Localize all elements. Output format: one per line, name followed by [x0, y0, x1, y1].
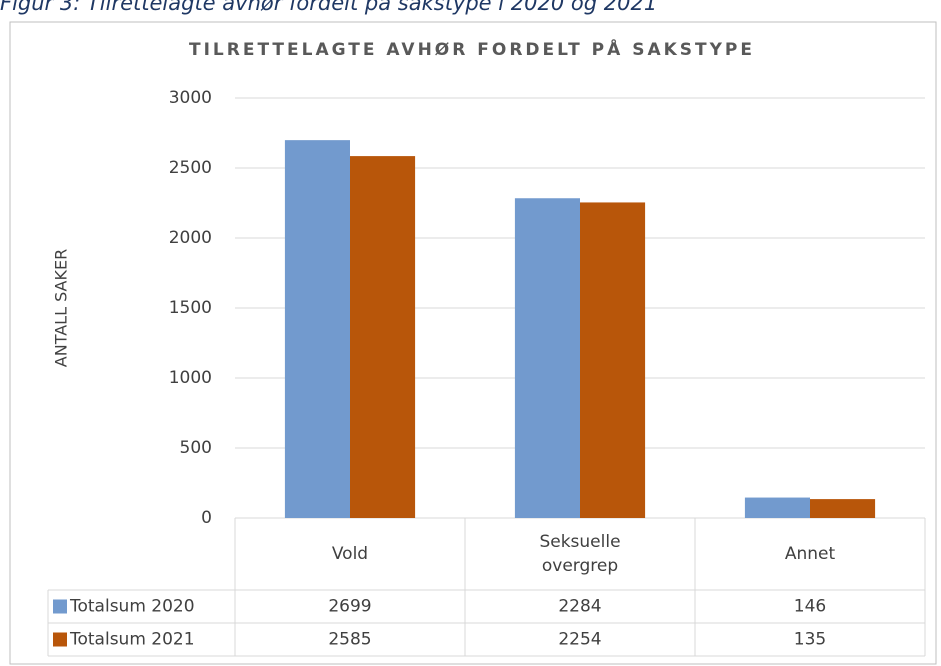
legend-label: Totalsum 2020 — [69, 597, 195, 617]
table-value: 2254 — [558, 630, 601, 650]
x-tick-label: Seksuelle overgrep — [539, 532, 620, 576]
y-tick-label: 3000 — [169, 88, 212, 108]
y-tick-label: 0 — [201, 508, 212, 528]
y-axis-label: ANTALL SAKER — [52, 249, 71, 367]
table-value: 2699 — [328, 597, 371, 617]
bar — [284, 140, 350, 518]
table-value: 135 — [794, 630, 826, 650]
chart-border — [9, 21, 937, 665]
y-tick-label: 1500 — [169, 298, 212, 318]
bar — [580, 202, 646, 518]
bar — [350, 156, 416, 518]
table-value: 2284 — [558, 597, 601, 617]
bar — [744, 497, 810, 518]
x-tick-label: Vold — [332, 544, 368, 564]
table-value: 146 — [794, 597, 826, 617]
y-tick-label: 1000 — [169, 368, 212, 388]
bar — [810, 499, 876, 518]
figure-caption: Figur 3: Tilrettelagte avhør fordelt på … — [0, 0, 657, 15]
legend-swatch — [53, 632, 67, 647]
y-tick-label: 2500 — [169, 158, 212, 178]
legend-swatch — [53, 599, 67, 614]
table-value: 2585 — [328, 630, 371, 650]
bar — [514, 198, 580, 519]
y-tick-label: 500 — [180, 438, 212, 458]
x-tick-label: Annet — [785, 544, 836, 564]
legend-label: Totalsum 2021 — [69, 630, 195, 650]
chart-title: TILRETTELAGTE AVHØR FORDELT PÅ SAKSTYPE — [189, 37, 755, 60]
y-tick-label: 2000 — [169, 228, 212, 248]
